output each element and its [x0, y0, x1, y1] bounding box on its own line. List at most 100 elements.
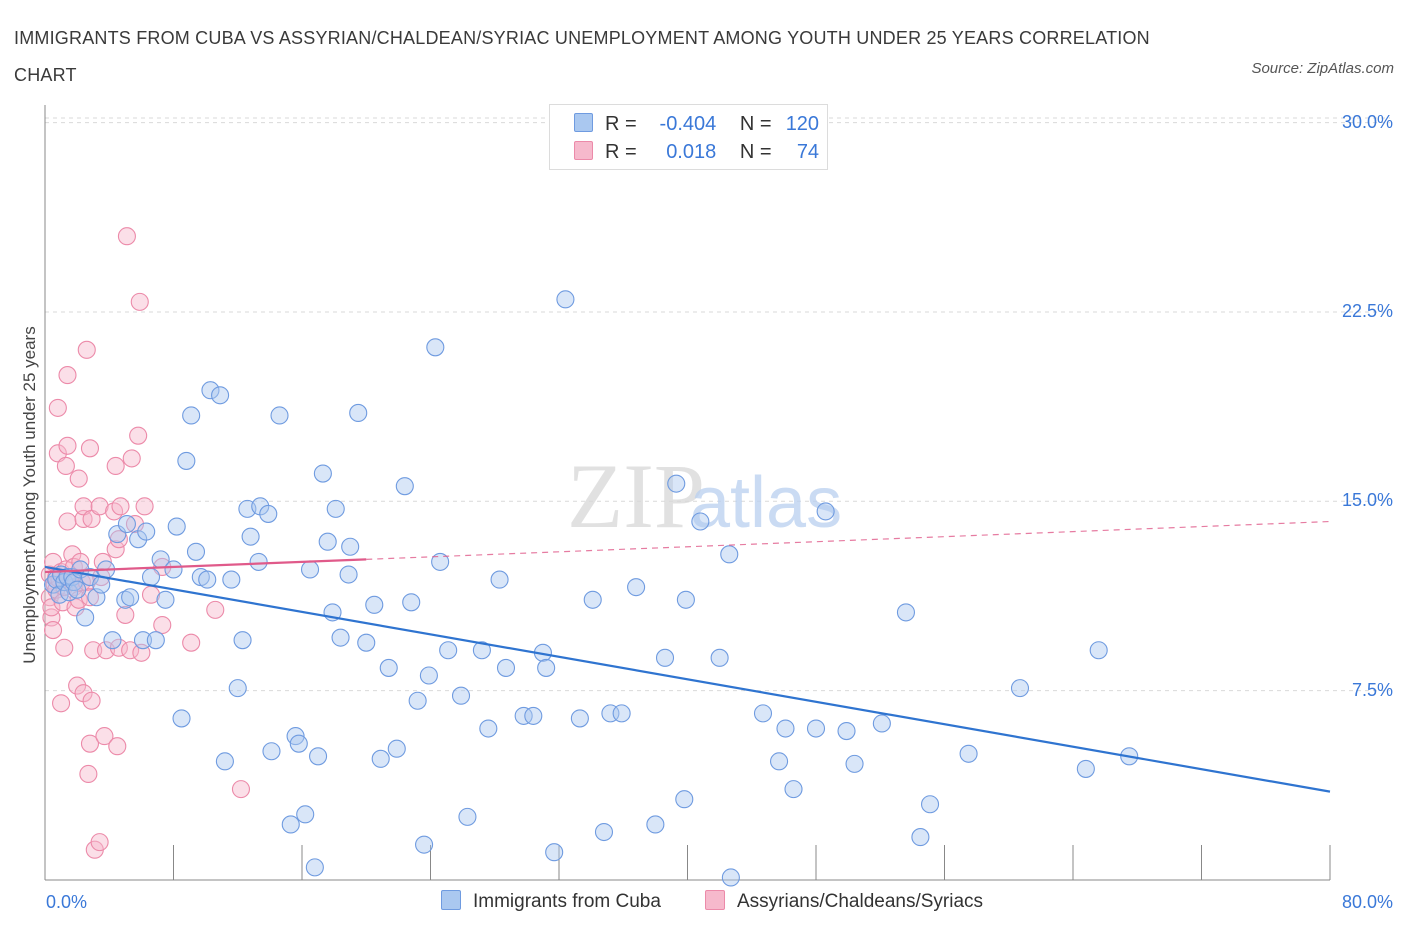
legend-row-cuba: R = -0.404 N = 120	[574, 110, 819, 138]
cuba-point	[426, 338, 445, 357]
cuba-point	[545, 843, 564, 862]
cuba-point	[318, 532, 337, 551]
cuba-point	[270, 406, 289, 425]
cuba-point	[349, 403, 368, 423]
cuba-point	[872, 714, 891, 733]
cuba-point	[720, 545, 739, 564]
legend-swatch-assyrian	[574, 141, 593, 160]
assyrian-point	[109, 638, 128, 657]
assyrian-point	[48, 398, 67, 417]
assyrian-point	[106, 540, 125, 559]
cuba-point	[594, 822, 614, 842]
cuba-point	[116, 590, 135, 609]
legend-r-assyrian: 0.018	[666, 141, 717, 163]
cuba-point	[281, 815, 300, 834]
source-credit: Source: ZipAtlas.com	[1251, 60, 1394, 77]
cuba-point	[309, 747, 328, 766]
y-tick-label: 30.0%	[1341, 111, 1393, 132]
cuba-point	[837, 721, 856, 741]
cuba-point	[300, 560, 320, 579]
cuba-point	[612, 704, 631, 723]
cuba-point	[1010, 679, 1030, 698]
assyrian-point	[206, 600, 225, 619]
cuba-point	[691, 512, 710, 531]
assyrian-point	[122, 449, 141, 468]
cuba-point	[408, 691, 427, 710]
assyrian-point	[95, 727, 114, 746]
cuba-point	[313, 464, 332, 483]
cuba-point	[103, 631, 122, 650]
assyrian-point	[55, 638, 74, 657]
chart-title: IMMIGRANTS FROM CUBA VS ASSYRIAN/CHALDEA…	[14, 28, 1150, 85]
cuba-point	[721, 868, 740, 887]
cuba-point	[164, 560, 183, 579]
cuba-point	[431, 552, 450, 571]
assyrian-point	[58, 512, 77, 531]
cuba-point	[676, 590, 695, 609]
cuba-point	[1076, 759, 1095, 778]
cuba-point	[514, 706, 533, 725]
cuba-point	[920, 795, 940, 814]
cuba-point	[655, 648, 675, 667]
assyrian-point	[43, 621, 63, 640]
cuba-point	[556, 290, 575, 309]
cuba-point	[233, 631, 252, 650]
cuba-point	[133, 631, 153, 650]
cuba-point	[776, 719, 795, 738]
cuba-point	[68, 580, 87, 599]
cuba-point	[289, 734, 308, 753]
cuba-point	[76, 608, 95, 627]
cuba-point	[241, 527, 260, 546]
assyrian-point	[153, 615, 172, 635]
legend-n-assyrian: 74	[796, 141, 820, 163]
y-tick-label: 15.0%	[1341, 490, 1393, 511]
bottom-legend-assyrian: Assyrians/Chaldeans/Syriacs	[705, 889, 983, 915]
assyrian-point	[80, 439, 100, 458]
bottom-legend-label-assyrian: Assyrians/Chaldeans/Syriacs	[737, 891, 984, 912]
assyrian-point	[52, 694, 71, 713]
cuba-point	[167, 517, 186, 536]
cuba-point	[121, 588, 140, 607]
cuba-point	[339, 565, 358, 584]
cuba-point	[537, 658, 556, 677]
assyrian-point	[129, 426, 148, 445]
cuba-point	[496, 658, 516, 677]
cuba-point	[959, 744, 978, 763]
legend-r-label: R =	[605, 141, 637, 163]
cuba-point	[365, 595, 384, 614]
assyrian-point	[108, 737, 127, 756]
grid-lines	[45, 117, 1390, 692]
cuba-point	[326, 499, 345, 518]
cuba-point	[472, 641, 491, 660]
cuba-point	[524, 706, 543, 725]
cuba-point	[137, 522, 156, 541]
legend-n-label: N =	[739, 113, 772, 135]
cuba-point	[415, 835, 434, 854]
legend-r-label: R =	[605, 113, 637, 135]
cuba-point	[1089, 641, 1108, 660]
assyrian-point	[117, 227, 136, 246]
x-tick-max: 80.0%	[1341, 892, 1393, 912]
bottom-legend-swatch-cuba	[441, 890, 461, 910]
cuba-point	[141, 567, 161, 587]
cuba-point	[228, 679, 247, 698]
watermark: ZIP atlas	[567, 445, 842, 547]
bottom-legend-cuba: Immigrants from Cuba	[441, 889, 661, 915]
assyrian-point	[90, 833, 109, 852]
cuba-point	[146, 631, 165, 650]
assyrian-trend-line	[44, 558, 367, 574]
cuba-point	[341, 537, 360, 556]
cuba-point	[305, 858, 324, 877]
cuba-point	[395, 477, 414, 496]
cuba-point	[627, 578, 646, 597]
assyrian-point	[82, 691, 101, 710]
legend-swatch-cuba	[574, 113, 593, 132]
cuba-point	[357, 633, 376, 652]
assyrian-point	[68, 676, 87, 695]
assyrian-point	[69, 469, 88, 488]
cuba-point	[117, 514, 136, 534]
cuba-point	[259, 504, 278, 523]
cuba-point	[667, 474, 686, 493]
bottom-legend-swatch-assyrian	[705, 890, 725, 910]
cuba-point	[845, 754, 864, 773]
